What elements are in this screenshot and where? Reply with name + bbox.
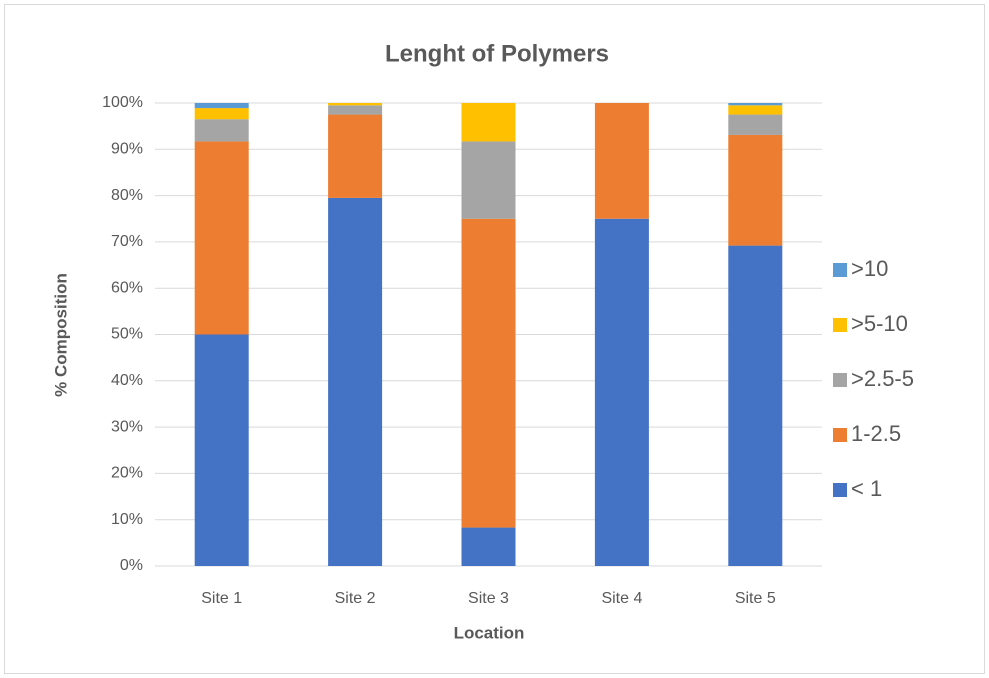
bar-segment: [728, 103, 783, 106]
legend-label: >10: [851, 256, 888, 281]
bar-segment: [461, 103, 516, 142]
y-tick-label: 90%: [111, 141, 143, 158]
x-tick-label: Site 4: [601, 590, 642, 607]
bar-segment: [728, 105, 783, 115]
legend-label: >5-10: [851, 311, 908, 336]
y-tick-label: 60%: [111, 279, 143, 296]
y-tick-label: 40%: [111, 372, 143, 389]
legend-swatch: [833, 428, 847, 442]
legend-swatch: [833, 483, 847, 497]
bar-segment: [728, 134, 783, 246]
bar-segment: [461, 527, 516, 566]
y-axis-label: % Composition: [51, 273, 70, 397]
bar-segment: [461, 218, 516, 528]
y-tick-label: 80%: [111, 187, 143, 204]
bar-segment: [594, 218, 649, 566]
legend-label: < 1: [851, 476, 882, 501]
bar-segment: [328, 103, 383, 106]
bar-segment: [594, 103, 649, 219]
bar-segment: [728, 245, 783, 566]
bar-segment: [461, 141, 516, 219]
x-tick-label: Site 2: [335, 590, 376, 607]
x-tick-label: Site 5: [735, 590, 776, 607]
y-tick-label: 0%: [120, 557, 143, 574]
bar-segment: [194, 103, 249, 109]
bar-segment: [328, 114, 383, 198]
y-tick-label: 70%: [111, 233, 143, 250]
chart-title: Lenght of Polymers: [385, 40, 609, 67]
bar-segment: [328, 197, 383, 567]
bar-segment: [194, 108, 249, 120]
bar-segment: [194, 141, 249, 335]
legend-label: >2.5-5: [851, 366, 914, 391]
y-tick-label: 30%: [111, 418, 143, 435]
y-tick-label: 20%: [111, 465, 143, 482]
bar-segment: [194, 119, 249, 142]
legend-swatch: [833, 263, 847, 277]
x-tick-label: Site 3: [468, 590, 509, 607]
y-tick-label: 10%: [111, 511, 143, 528]
y-tick-label: 100%: [102, 94, 143, 111]
x-axis-label: Location: [454, 623, 525, 642]
y-tick-label: 50%: [111, 326, 143, 343]
legend-label: 1-2.5: [851, 421, 901, 446]
bar-segment: [194, 334, 249, 566]
bar-segment: [328, 105, 383, 115]
bar-segment: [728, 114, 783, 135]
x-tick-label: Site 1: [201, 590, 242, 607]
legend-swatch: [833, 318, 847, 332]
legend-swatch: [833, 373, 847, 387]
